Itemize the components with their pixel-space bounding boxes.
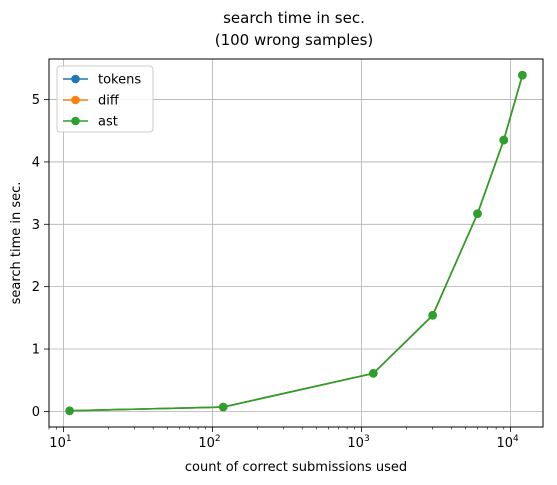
legend-label: diff [98,94,120,109]
legend-item-tokens: tokens [63,73,141,88]
chart-title-line-1: search time in sec. [223,9,365,27]
x-axis-label: count of correct submissions used [185,460,407,475]
legend-item-ast: ast [63,115,118,130]
series-point [473,209,482,218]
grid [49,59,543,427]
y-tick-label: 2 [32,280,40,295]
legend: tokens diff ast [56,65,154,133]
x-tick-label: 103 [347,434,369,451]
chart-title-line-2: (100 wrong samples) [215,31,374,49]
series-point [518,70,527,80]
y-tick-label: 4 [32,155,40,170]
series-point [499,135,509,145]
y-tick-label: 5 [32,93,40,108]
series-point [218,402,228,412]
series-point [428,311,437,320]
series-point [65,406,74,416]
x-tick-label: 102 [198,434,220,451]
legend-label: tokens [98,73,141,88]
x-tick-base: 10 [496,436,513,451]
legend-marker [71,116,80,126]
y-axis-label: search time in sec. [9,182,24,305]
legend-marker [71,74,80,84]
legend-box [56,65,154,133]
x-tick-label: 101 [49,434,71,451]
legend-label: ast [98,115,118,130]
x-tick-exponent: 3 [364,434,370,444]
y-tick-label: 3 [32,218,40,233]
y-tick-label: 0 [32,405,40,420]
x-tick-label: 104 [496,434,519,451]
legend-marker [71,95,80,105]
x-tick-exponent: 2 [215,434,221,444]
y-axis-ticks: 0 1 2 3 4 5 [32,93,49,420]
legend-item-diff: diff [63,94,120,109]
series-layer [65,70,527,416]
series-ast [65,70,527,416]
y-tick-label: 1 [32,343,40,358]
x-tick-exponent: 1 [66,434,72,444]
x-tick-base: 10 [347,436,364,451]
x-axis-ticks: 101 102 103 104 [48,427,519,451]
plot-frame [48,58,544,428]
x-tick-exponent: 4 [513,434,519,444]
x-tick-base: 10 [198,436,215,451]
chart-title: search time in sec. (100 wrong samples) [215,9,374,49]
x-tick-base: 10 [49,436,66,451]
series-point [369,369,378,378]
